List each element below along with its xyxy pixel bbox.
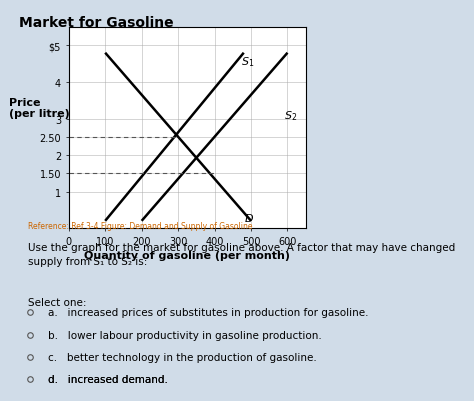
Text: $D$: $D$ bbox=[244, 211, 254, 223]
Text: $S_1$: $S_1$ bbox=[241, 55, 254, 69]
X-axis label: Quantity of gasoline (per month): Quantity of gasoline (per month) bbox=[84, 250, 290, 260]
Text: c.   better technology in the production of gasoline.: c. better technology in the production o… bbox=[48, 352, 317, 362]
Text: Reference: Ref 3-4 Figure: Demand and Supply of Gasoline: Reference: Ref 3-4 Figure: Demand and Su… bbox=[28, 221, 252, 231]
Text: Select one:: Select one: bbox=[28, 297, 86, 307]
Text: Price
(per litre): Price (per litre) bbox=[9, 97, 70, 119]
Text: $S_2$: $S_2$ bbox=[284, 109, 297, 122]
Text: d.   increased demand.: d. increased demand. bbox=[48, 374, 168, 384]
Text: b.   lower labour productivity in gasoline production.: b. lower labour productivity in gasoline… bbox=[48, 330, 322, 340]
Text: Use the graph for the market for gasoline above. A factor that may have changed
: Use the graph for the market for gasolin… bbox=[28, 242, 455, 266]
Text: a.   increased prices of substitutes in production for gasoline.: a. increased prices of substitutes in pr… bbox=[48, 308, 368, 318]
Text: Market for Gasoline: Market for Gasoline bbox=[19, 16, 173, 30]
Text: d.   increased demand.: d. increased demand. bbox=[48, 374, 168, 384]
